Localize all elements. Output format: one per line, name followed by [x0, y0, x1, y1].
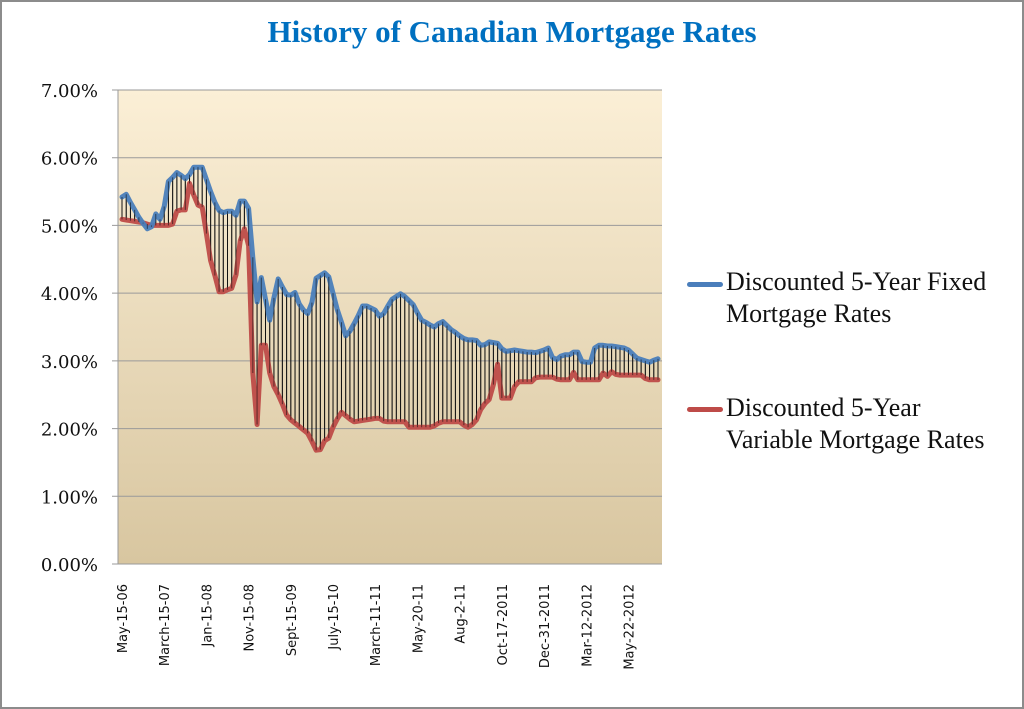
legend-swatch-fixed [687, 282, 723, 287]
x-tick-label: Oct-17-2011 [496, 584, 511, 666]
x-tick-label: Nov-15-08 [243, 584, 258, 652]
y-tick-label: 0.00% [41, 555, 98, 576]
legend-label-fixed: Discounted 5-Year Fixed Mortgage Rates [726, 267, 987, 328]
y-tick-label: 1.00% [41, 487, 98, 508]
series-lines [119, 164, 661, 453]
chart-title: History of Canadian Mortgage Rates [267, 14, 757, 49]
legend-label-variable: Discounted 5-Year Variable Mortgage Rate… [726, 393, 985, 454]
x-tick-label: May-22-2012 [622, 584, 637, 670]
y-tick-label: 3.00% [41, 352, 98, 373]
x-tick-label: Mar-12-2012 [580, 584, 595, 667]
x-tick-label: May-15-06 [116, 584, 131, 653]
series-line-variable [119, 180, 661, 453]
x-tick-label: Jan-15-08 [200, 584, 215, 648]
plot-area [118, 90, 662, 564]
y-tick-label: 6.00% [41, 149, 98, 170]
high-low-lines [121, 167, 659, 451]
x-tick-label: Dec-31-2011 [538, 584, 553, 668]
series-line-fixed [119, 164, 661, 365]
x-axis-tick-labels: May-15-06 March-15-07 Jan-15-08 Nov-15-08 Se… [116, 584, 637, 670]
x-tick-label: May-20-11 [411, 584, 426, 653]
x-tick-label: July-15-10 [327, 584, 342, 651]
x-tick-label: March-15-07 [158, 584, 173, 666]
y-tick-label: 5.00% [41, 216, 98, 237]
y-axis-tick-labels: 0.00% 1.00% 2.00% 3.00% 4.00% 5.00% 6.00% 7.00% [41, 81, 98, 576]
x-tick-label: Sept-15-09 [285, 584, 300, 656]
y-tick-label: 2.00% [41, 420, 98, 441]
legend-swatch-variable [687, 407, 723, 412]
x-tick-label: Aug-2-11 [454, 584, 469, 644]
x-tick-label: March-11-11 [369, 584, 384, 666]
y-tick-label: 7.00% [41, 81, 98, 102]
y-tick-label: 4.00% [41, 284, 98, 305]
